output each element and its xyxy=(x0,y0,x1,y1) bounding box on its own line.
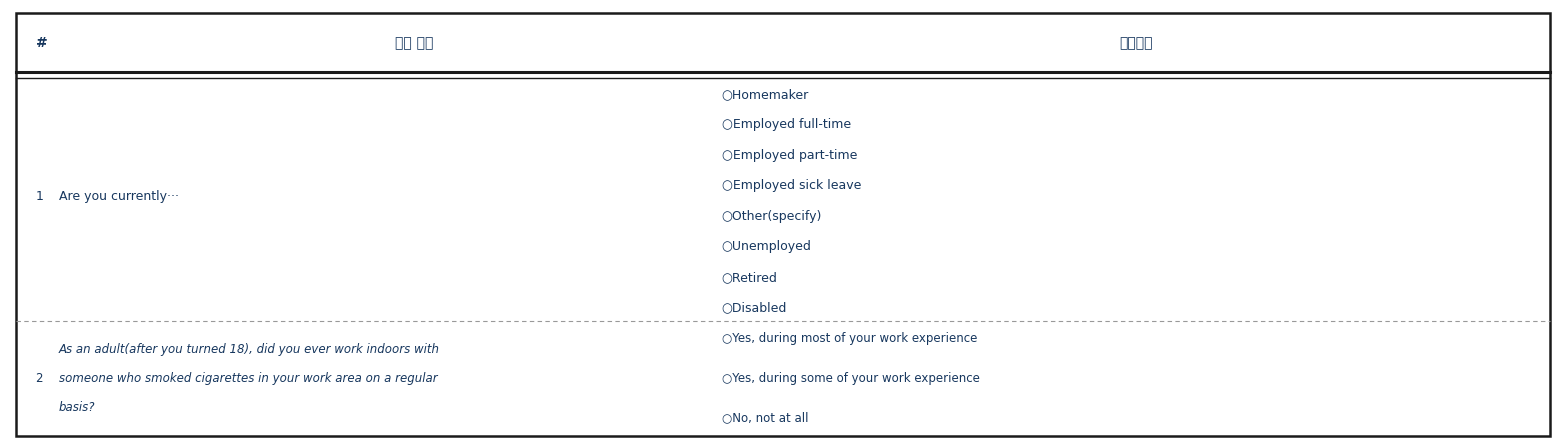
Text: someone who smoked cigarettes in your work area on a regular: someone who smoked cigarettes in your wo… xyxy=(58,372,437,385)
Text: ○Homemaker: ○Homemaker xyxy=(722,88,810,101)
Text: 응답보기: 응답보기 xyxy=(1120,36,1153,50)
Text: ○Other(specify): ○Other(specify) xyxy=(722,210,822,223)
Text: ○Yes, during most of your work experience: ○Yes, during most of your work experienc… xyxy=(722,332,977,345)
Text: ○Disabled: ○Disabled xyxy=(722,301,788,315)
Text: ○Unemployed: ○Unemployed xyxy=(722,240,811,253)
Text: 2: 2 xyxy=(36,372,44,385)
Text: ○No, not at all: ○No, not at all xyxy=(722,411,808,425)
Text: ○Retired: ○Retired xyxy=(722,271,777,284)
Text: 1: 1 xyxy=(36,190,44,203)
Text: 설문 문항: 설문 문항 xyxy=(396,36,434,50)
Text: ○Employed sick leave: ○Employed sick leave xyxy=(722,180,861,192)
Text: ○Employed part-time: ○Employed part-time xyxy=(722,149,857,162)
Text: ○Yes, during some of your work experience: ○Yes, during some of your work experienc… xyxy=(722,372,979,385)
Text: ○Employed full-time: ○Employed full-time xyxy=(722,118,850,132)
Text: As an adult(after you turned 18), did you ever work indoors with: As an adult(after you turned 18), did yo… xyxy=(58,343,440,356)
Text: #: # xyxy=(36,36,47,50)
Text: Are you currently···: Are you currently··· xyxy=(58,190,179,203)
Text: basis?: basis? xyxy=(58,400,96,414)
